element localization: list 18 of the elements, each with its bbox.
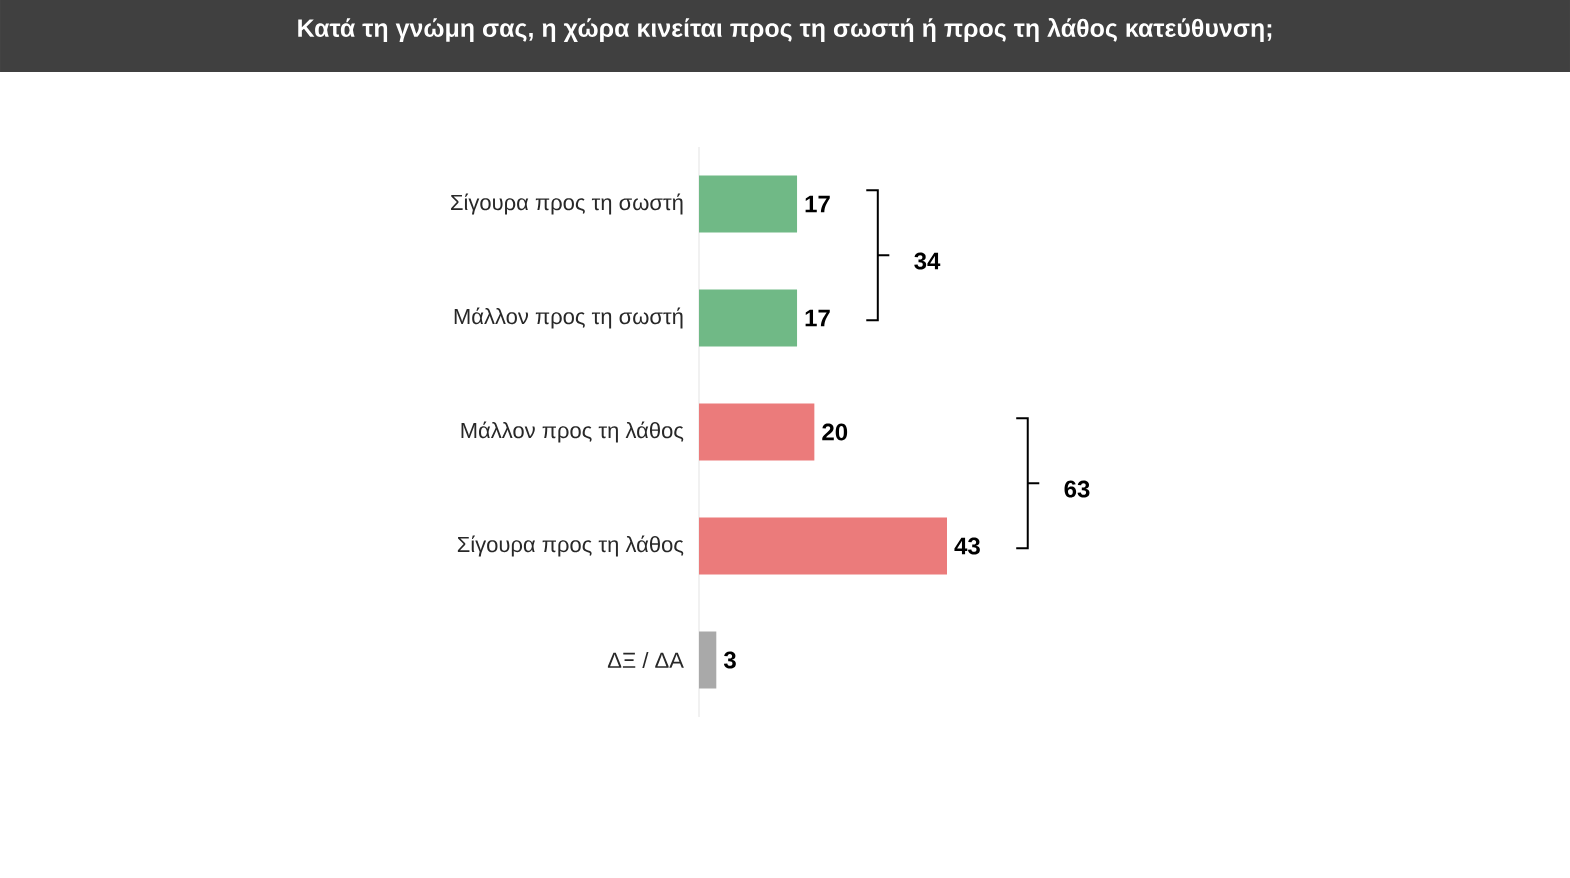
y-tick-label: Μάλλον προς τη λάθος	[461, 421, 684, 443]
bar	[699, 517, 947, 575]
chart-title: Κατά τη γνώμη σας, η χώρα κινείται προς τη σωστή ή προς τη λάθος κατεύθυνση;	[298, 18, 1272, 42]
bar	[699, 403, 815, 461]
y-tick-label: Σίγουρα προς τη λάθος	[457, 535, 684, 557]
bar	[699, 175, 798, 233]
y-tick-label: Μάλλον προς τη σωστή	[454, 307, 683, 329]
data-label: 3	[723, 651, 736, 669]
y-tick-label: ΔΞ / ΔΑ	[607, 651, 684, 669]
data-label: 43	[954, 537, 980, 555]
bar	[699, 289, 798, 347]
data-label: 17	[805, 309, 830, 327]
text: 63	[1064, 480, 1090, 498]
y-tick-label: Σίγουρα προς τη σωστή	[451, 193, 683, 215]
data-label: 17	[805, 195, 830, 213]
annotation: 34	[914, 252, 941, 270]
bar	[699, 631, 717, 689]
data-label: 20	[822, 423, 848, 441]
